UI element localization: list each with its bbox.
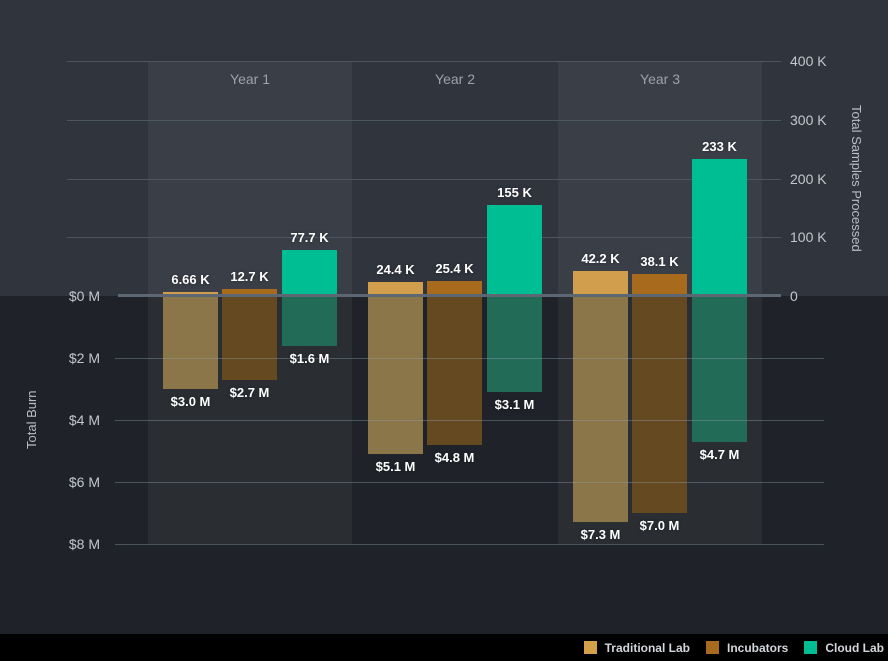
gridline-samples-400k [67, 61, 781, 62]
legend-item-traditional-lab[interactable]: Traditional Lab [583, 640, 690, 655]
gridline-burn-2m [115, 358, 824, 359]
legend-swatch-icon [705, 641, 719, 654]
zero-baseline [118, 294, 781, 297]
left-axis-tick-6m: $6 M [68, 474, 100, 490]
samples-value-label: 155 K [497, 185, 532, 200]
left-axis-tick-0m: $0 M [68, 288, 100, 304]
burn-value-label: $4.8 M [434, 450, 475, 465]
legend: Traditional Lab Incubators Cloud Lab [583, 634, 884, 661]
bar-samples-incubators-year2[interactable] [427, 281, 482, 296]
bar-burn-traditional-lab-year3[interactable] [573, 296, 628, 522]
legend-item-cloud-lab[interactable]: Cloud Lab [804, 641, 884, 655]
bar-samples-traditional-lab-year2[interactable] [368, 282, 423, 296]
samples-value-label: 233 K [702, 139, 737, 154]
legend-swatch-icon [583, 641, 597, 654]
samples-value-label: 77.7 K [290, 230, 329, 245]
bar-burn-cloud-lab-year1[interactable] [282, 296, 337, 346]
legend-item-incubators[interactable]: Incubators [705, 640, 789, 655]
burn-value-label: $2.7 M [229, 385, 270, 400]
burn-value-label: $3.0 M [170, 394, 211, 409]
bar-samples-incubators-year3[interactable] [632, 274, 687, 296]
gridline-burn-8m [115, 544, 824, 545]
bar-burn-incubators-year1[interactable] [222, 296, 277, 380]
right-axis-tick-400k: 400 K [790, 53, 827, 69]
right-axis-tick-0k: 0 [790, 288, 798, 304]
bar-samples-cloud-lab-year1[interactable] [282, 250, 337, 296]
bar-samples-cloud-lab-year3[interactable] [692, 159, 747, 296]
left-axis-title: Total Burn [24, 390, 39, 450]
burn-value-label: $1.6 M [289, 351, 330, 366]
category-label-3: Year 3 [640, 71, 680, 87]
samples-value-label: 25.4 K [435, 261, 474, 276]
gridline-burn-4m [115, 420, 824, 421]
left-axis-tick-8m: $8 M [68, 536, 100, 552]
bar-burn-traditional-lab-year2[interactable] [368, 296, 423, 454]
category-label-1: Year 1 [230, 71, 270, 87]
gridline-samples-300k [67, 120, 781, 121]
footer-band [0, 634, 888, 661]
bar-samples-traditional-lab-year3[interactable] [573, 271, 628, 296]
samples-value-label: 42.2 K [581, 251, 620, 266]
bar-burn-cloud-lab-year3[interactable] [692, 296, 747, 442]
right-axis-tick-200k: 200 K [790, 171, 827, 187]
legend-label: Traditional Lab [604, 640, 690, 655]
burn-value-label: $7.0 M [639, 518, 680, 533]
burn-value-label: $4.7 M [699, 447, 740, 462]
legend-label: Cloud Lab [825, 640, 884, 655]
left-axis-tick-2m: $2 M [68, 350, 100, 366]
left-axis-tick-4m: $4 M [68, 412, 100, 428]
gridline-samples-100k [67, 237, 781, 238]
samples-value-label: 38.1 K [640, 254, 679, 269]
bar-burn-incubators-year3[interactable] [632, 296, 687, 513]
legend-label: Incubators [726, 640, 789, 655]
right-axis-tick-100k: 100 K [790, 229, 827, 245]
category-label-2: Year 2 [435, 71, 475, 87]
bar-samples-incubators-year1[interactable] [222, 289, 277, 296]
bar-burn-traditional-lab-year1[interactable] [163, 296, 218, 389]
right-axis-title: Total Samples Processed [849, 105, 864, 252]
bar-burn-cloud-lab-year2[interactable] [487, 296, 542, 392]
gridline-samples-200k [67, 179, 781, 180]
samples-value-label: 24.4 K [376, 262, 415, 277]
samples-value-label: 6.66 K [171, 272, 210, 287]
gridline-burn-6m [115, 482, 824, 483]
bar-samples-cloud-lab-year2[interactable] [487, 205, 542, 296]
legend-swatch-icon [804, 641, 818, 654]
burn-value-label: $3.1 M [494, 397, 535, 412]
samples-value-label: 12.7 K [230, 269, 269, 284]
right-axis-tick-300k: 300 K [790, 112, 827, 128]
burn-value-label: $5.1 M [375, 459, 416, 474]
bar-burn-incubators-year2[interactable] [427, 296, 482, 445]
burn-value-label: $7.3 M [580, 527, 621, 542]
